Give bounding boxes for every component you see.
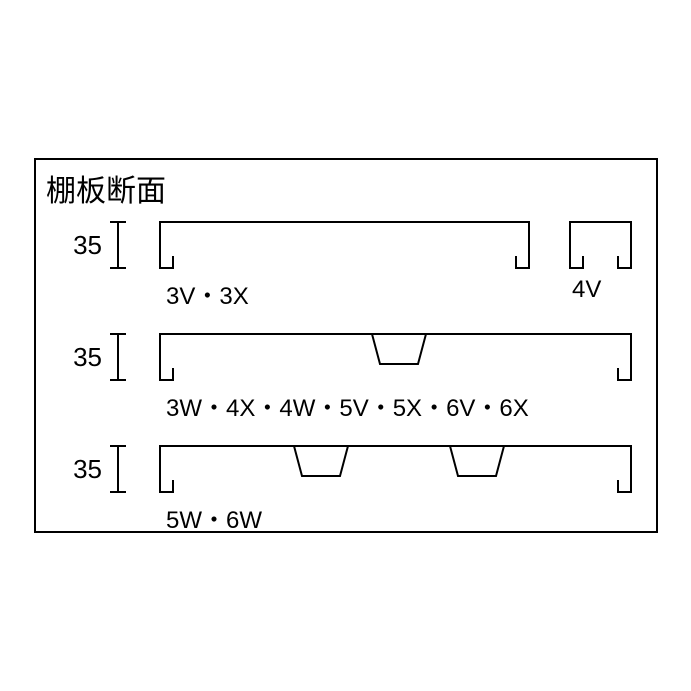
profile-rib — [0, 0, 691, 691]
diagram-frame: 棚板断面 353V・3X4V353W・4X・4W・5V・5X・6V・6X355W… — [0, 0, 691, 691]
variant-label: 5W・6W — [166, 500, 262, 535]
